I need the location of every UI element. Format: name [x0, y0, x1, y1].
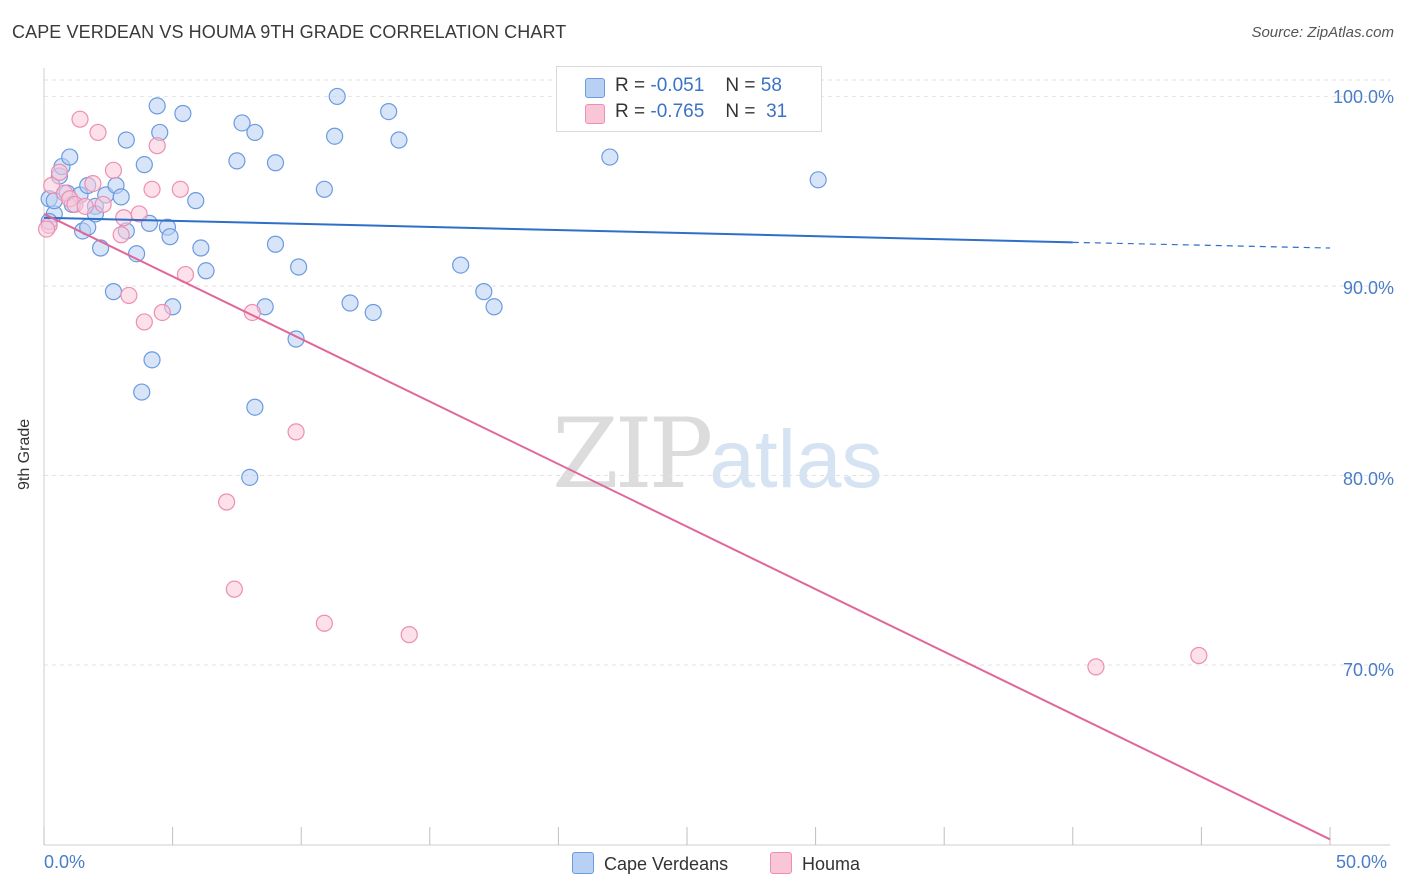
legend-r-label: R =: [615, 101, 646, 122]
houma-point: [104, 161, 123, 179]
houma-point: [50, 163, 69, 181]
cape-verdean-point: [290, 258, 308, 276]
cape-verdean-trend-extension: [1072, 241, 1331, 249]
cape-verdean-point: [364, 303, 382, 322]
y-tick-label-80: 80.0%: [1342, 469, 1394, 489]
houma-point: [135, 313, 153, 331]
chart-title: CAPE VERDEAN VS HOUMA 9TH GRADE CORRELAT…: [12, 22, 567, 42]
houma-point: [112, 226, 130, 244]
watermark: ZIPatlas: [552, 398, 882, 510]
cape-verdean-point: [315, 180, 333, 198]
cape-verdean-point: [187, 192, 205, 210]
x-tick-label-max: 50.0%: [1336, 852, 1388, 872]
stats-legend-row-cape-verdeans: R = -0.051 N = 58: [557, 75, 821, 101]
cape-verdean-point: [452, 256, 470, 274]
legend-r-value: -0.051: [650, 75, 705, 96]
cape-verdean-point: [380, 102, 398, 121]
bottom-legend-houma[interactable]: Houma: [770, 852, 860, 875]
houma-point: [1190, 646, 1208, 665]
houma-point: [148, 137, 166, 155]
houma-point: [130, 205, 148, 223]
cape-verdean-point: [143, 351, 161, 369]
cape-verdean-point: [104, 283, 123, 301]
cape-verdean-point: [266, 154, 285, 172]
houma-point: [37, 220, 56, 238]
legend-text: R = -0.051 N = 58: [615, 75, 782, 97]
houma-point: [171, 180, 189, 198]
cape-verdean-point: [228, 152, 246, 170]
cape-verdean-point: [61, 148, 79, 166]
houma-point: [225, 580, 243, 598]
legend-n-label: N =: [725, 101, 756, 122]
cape-verdean-trend-line: [43, 216, 1073, 244]
bottom-legend-label: Houma: [802, 854, 861, 874]
houma-point: [115, 209, 133, 227]
cape-verdean-point: [197, 262, 215, 280]
cape-verdean-point: [112, 188, 130, 206]
cape-verdean-point: [233, 114, 251, 132]
houma-point: [315, 614, 333, 632]
bottom-legend-label: Cape Verdeans: [604, 854, 729, 874]
y-tick-label-90: 90.0%: [1342, 278, 1394, 298]
houma-point: [287, 423, 305, 441]
source-label: Source: ZipAtlas.com: [1251, 24, 1394, 41]
cape-verdean-point: [390, 131, 408, 149]
cape-verdean-point: [192, 239, 210, 257]
houma-point: [153, 303, 171, 322]
cape-verdean-point: [341, 294, 359, 312]
houma-point: [43, 176, 61, 195]
cape-verdean-point: [246, 398, 264, 416]
legend-swatch-pink: [585, 104, 605, 124]
bottom-legend-swatch-blue: [572, 852, 594, 874]
legend-n-value: 31: [766, 101, 788, 122]
houma-point: [71, 110, 89, 128]
cape-verdean-point: [485, 298, 503, 316]
cape-verdean-point: [326, 127, 344, 145]
houma-trend-line: [43, 213, 1331, 841]
cape-verdean-point: [174, 104, 192, 123]
legend-r-label: R =: [615, 75, 646, 96]
houma-point: [143, 180, 161, 198]
cape-verdean-point: [161, 228, 179, 246]
houma-point: [120, 286, 138, 305]
y-tick-label-70: 70.0%: [1342, 660, 1394, 680]
houma-point: [89, 123, 107, 142]
cape-verdean-point: [328, 87, 346, 106]
stats-legend: R = -0.051 N = 58 R = -0.765 N = 31: [556, 66, 822, 132]
houma-point: [218, 493, 236, 511]
legend-r-value: -0.765: [650, 101, 705, 122]
bottom-legend-swatch-pink: [770, 852, 792, 874]
legend-n-value: 58: [760, 75, 782, 96]
houma-point: [84, 175, 102, 193]
x-tick-label-min: 0.0%: [44, 852, 86, 872]
cape-verdean-point: [135, 156, 153, 174]
cape-verdean-point: [266, 235, 285, 253]
legend-text: R = -0.765 N = 31: [615, 101, 787, 123]
y-tick-label-100: 100.0%: [1332, 87, 1394, 107]
houma-point: [76, 197, 94, 215]
houma-point: [1087, 658, 1105, 676]
cape-verdean-point: [117, 131, 135, 149]
watermark-zip: ZIP: [552, 398, 713, 510]
watermark-atlas: atlas: [709, 414, 883, 505]
cape-verdean-point: [475, 283, 493, 301]
cape-verdean-point: [246, 123, 264, 142]
cape-verdean-point: [148, 97, 166, 115]
houma-point: [94, 195, 112, 214]
cape-verdean-point: [809, 171, 827, 189]
stats-legend-row-houma: R = -0.765 N = 31: [557, 101, 821, 127]
legend-n-label: N =: [725, 75, 756, 96]
bottom-legend-cape-verdeans[interactable]: Cape Verdeans: [572, 852, 728, 875]
cape-verdean-point: [133, 383, 151, 401]
cape-verdean-point: [241, 468, 259, 486]
houma-point: [400, 626, 418, 644]
cape-verdean-point: [601, 148, 619, 166]
legend-swatch-blue: [585, 78, 605, 98]
